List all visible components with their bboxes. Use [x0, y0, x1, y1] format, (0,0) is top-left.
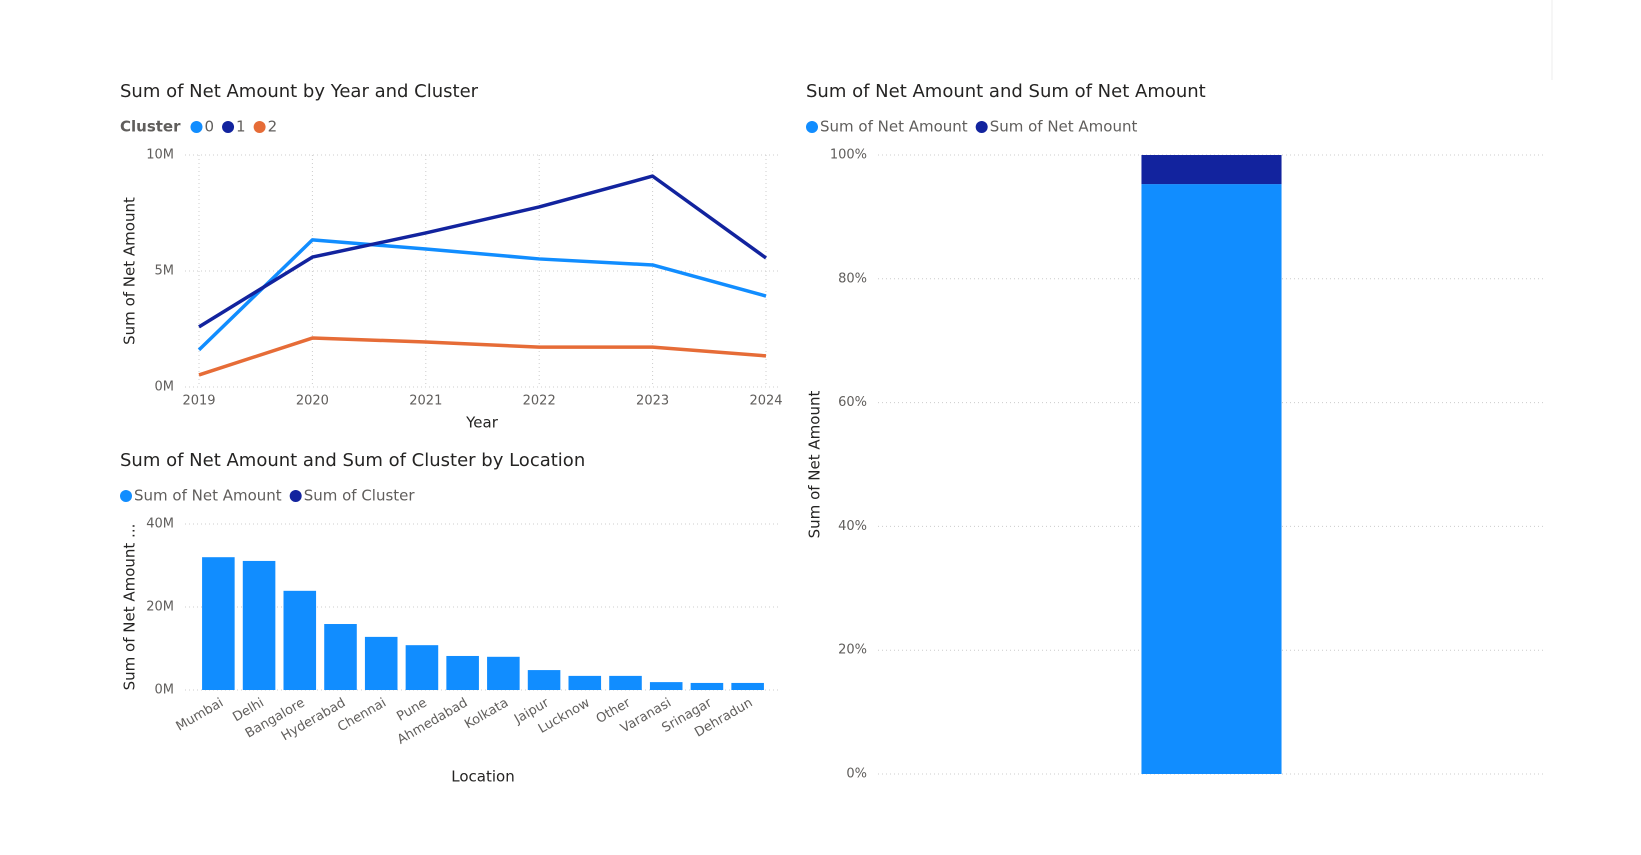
- line: [198, 336, 767, 377]
- y-tick-label: 60%: [838, 395, 867, 410]
- bar: [568, 675, 602, 690]
- y-tick-label: 40%: [838, 519, 867, 534]
- y-axis-label: Sum of Net Amount: [121, 197, 139, 345]
- legend-label: Sum of Net Amount: [990, 118, 1138, 136]
- bar: [649, 682, 683, 690]
- x-tick-label: 2022: [523, 394, 556, 409]
- legend-label: 2: [268, 118, 278, 136]
- y-axis-label: Sum of Net Amount ...: [121, 524, 139, 691]
- legend-marker: [253, 121, 266, 133]
- y-tick-label: 0M: [155, 683, 175, 698]
- legend-marker: [120, 490, 132, 502]
- y-tick-label: 100%: [830, 148, 867, 163]
- x-tick-label: 2019: [182, 394, 215, 409]
- x-tick-label: 2024: [749, 394, 782, 409]
- legend-marker: [806, 121, 818, 133]
- chart-title: Sum of Net Amount by Year and Cluster: [120, 81, 479, 102]
- bar: [1141, 155, 1282, 185]
- x-tick-label: 2020: [296, 394, 329, 409]
- bar: [690, 682, 724, 690]
- x-tick-label: 2023: [636, 394, 669, 409]
- bar: [202, 557, 235, 690]
- y-tick-label: 5M: [155, 264, 175, 279]
- legend-label: Sum of Net Amount: [820, 118, 968, 136]
- x-axis-label: Year: [465, 414, 499, 432]
- legend-label: Sum of Net Amount: [134, 487, 282, 505]
- legend-marker: [222, 121, 235, 133]
- bar: [242, 560, 276, 690]
- bar: [731, 682, 764, 690]
- legend-title: Cluster: [120, 118, 181, 136]
- y-tick-label: 80%: [838, 271, 867, 286]
- y-axis-label: Sum of Net Amount: [806, 391, 824, 539]
- legend-marker: [190, 121, 203, 133]
- legend-label: Sum of Cluster: [304, 487, 416, 505]
- bar: [405, 645, 439, 690]
- bar: [487, 656, 520, 690]
- bar: [1141, 184, 1282, 774]
- bar: [364, 636, 398, 690]
- bar: [324, 624, 357, 690]
- bar: [446, 655, 479, 690]
- line: [197, 238, 767, 352]
- x-tick-label: 2021: [409, 394, 442, 409]
- x-tick-label: Kolkata: [462, 696, 511, 733]
- y-tick-label: 10M: [146, 148, 174, 163]
- x-axis-label: Location: [451, 768, 514, 786]
- legend-marker: [289, 490, 302, 502]
- y-tick-label: 0%: [846, 767, 867, 782]
- x-tick-label: Mumbai: [174, 696, 226, 735]
- y-tick-label: 0M: [155, 380, 175, 395]
- legend-label: 0: [205, 118, 215, 136]
- chart-title: Sum of Net Amount and Sum of Net Amount: [806, 81, 1206, 102]
- legend-label: 1: [236, 118, 246, 136]
- bar: [527, 670, 561, 690]
- line: [198, 174, 768, 329]
- bar: [283, 590, 317, 690]
- y-tick-label: 40M: [146, 517, 174, 532]
- legend-marker: [975, 121, 988, 133]
- y-tick-label: 20%: [838, 643, 867, 658]
- y-tick-label: 20M: [146, 600, 174, 615]
- bar: [609, 675, 642, 690]
- chart-title: Sum of Net Amount and Sum of Cluster by …: [120, 450, 585, 471]
